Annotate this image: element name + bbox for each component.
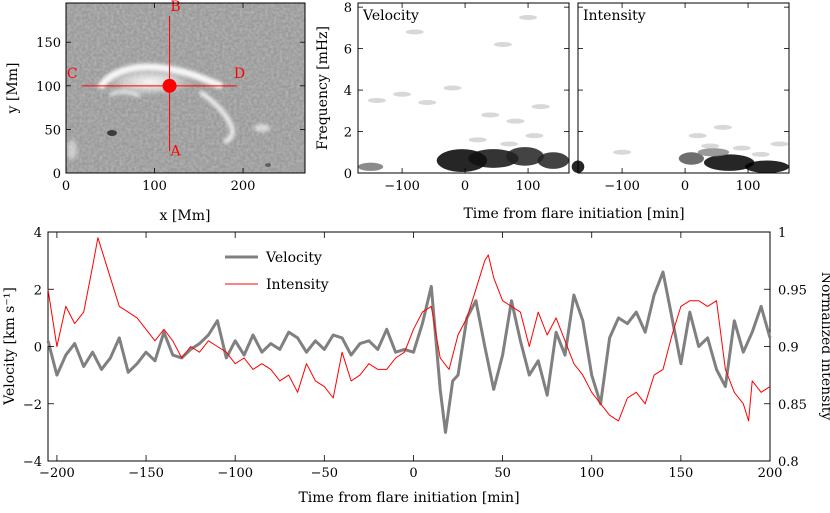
time-series-ytick-label-right: 1 — [778, 226, 786, 241]
spectrum-ytick-label: 6 — [344, 43, 352, 58]
spectrum-faint-power — [468, 137, 487, 143]
time-series-ytick-label-right: 0.8 — [778, 455, 799, 470]
spectrum-faint-power — [613, 149, 632, 155]
spectrum-power-region — [537, 152, 569, 169]
spectrum-faint-power — [732, 145, 751, 151]
spectrum-xtick-label: 100 — [736, 179, 761, 194]
map-ytick-label: 0 — [53, 167, 61, 182]
spectrum-power-region — [468, 149, 519, 168]
time-series-ytick-label-left: 2 — [34, 283, 42, 298]
spectrum-faint-power — [525, 133, 544, 139]
map-dark-spot — [107, 130, 117, 136]
time-series-xtick-label: −200 — [39, 466, 75, 481]
map-marker-dot — [162, 78, 177, 93]
spectrum-xtick-label: 0 — [461, 179, 469, 194]
legend-velocity-label: Velocity — [265, 250, 322, 266]
spectrum-power-region — [358, 162, 384, 171]
map-xtick-label: 100 — [142, 179, 167, 194]
spectrum-ytick-label: 2 — [344, 126, 352, 141]
time-series-ylabel-left: Velocity [km s⁻¹] — [2, 287, 18, 406]
time-series-xtick-label: 0 — [409, 466, 417, 481]
spectrum-faint-power — [500, 141, 519, 147]
map-ytick-label: 50 — [44, 123, 61, 138]
velocity-spectrum-panel: Velocity — [357, 2, 570, 174]
time-series-xtick-label: −100 — [217, 466, 253, 481]
time-series-ytick-label-right: 0.95 — [778, 283, 807, 298]
time-series-xtick-label: 100 — [579, 466, 604, 481]
spectrum-power-region — [703, 154, 755, 171]
spectrum-faint-power — [770, 141, 789, 147]
spectrum-faint-power — [688, 133, 707, 139]
spectrum-power-region — [697, 148, 730, 157]
spectrum-ylabel: Frequency [mHz] — [315, 26, 331, 150]
map-bright-loops — [67, 63, 270, 160]
map-ytick-label: 100 — [36, 80, 61, 95]
spectrum-power-region — [744, 160, 789, 173]
time-series-ytick-label-right: 0.9 — [778, 341, 799, 356]
time-series-xtick-label: 50 — [494, 466, 511, 481]
spectrum-xtick-label: 0 — [681, 179, 689, 194]
spectrum-power-region — [506, 147, 544, 166]
spectrum-faint-power — [506, 118, 525, 124]
map-dark-spot-2 — [265, 163, 271, 167]
spectrum-faint-power — [418, 100, 437, 106]
map-xlabel: x [Mm] — [160, 208, 211, 224]
time-series-xtick-label: 200 — [758, 466, 783, 481]
spectrum-xlabel: Time from flare initiation [min] — [463, 206, 684, 222]
spectrum-panels: Velocity Intensity −100 0 100 0 2 4 6 8 −100 0 100… — [315, 1, 790, 222]
map-point-label: C — [67, 66, 78, 82]
time-series-panel: −200 −150 −100 −50 0 50 100 150 200 −4 −2 0 2 4 0.8 0.8… — [2, 226, 830, 506]
map-point-label: A — [170, 144, 182, 160]
time-series-ytick-label-right: 0.85 — [778, 398, 807, 413]
map-xtick-label: 200 — [231, 179, 256, 194]
spectrum-ytick-label: 4 — [344, 84, 352, 99]
legend-intensity-label: Intensity — [266, 277, 329, 293]
spectrum-ytick-label: 0 — [344, 167, 352, 182]
spectrum-faint-power — [751, 151, 770, 157]
map-point-label: D — [234, 66, 245, 82]
spectrum-faint-power — [393, 91, 412, 97]
intensity-spectrum-panel: Intensity — [571, 2, 790, 174]
intensity-spectrum-label: Intensity — [583, 8, 646, 24]
time-series-ytick-label-left: −2 — [23, 398, 42, 413]
spectrum-faint-power — [713, 124, 732, 130]
spectrum-power-region — [678, 152, 704, 165]
spectrum-xtick-label: −100 — [604, 179, 640, 194]
map-ytick-label: 150 — [36, 36, 61, 51]
velocity-spectrum-label: Velocity — [362, 8, 419, 24]
velocity-series-line — [46, 270, 772, 434]
spectrum-faint-power — [519, 15, 538, 21]
time-series-xtick-label: −50 — [311, 466, 338, 481]
time-series-ylabel-right: Normalized intensity — [818, 272, 830, 421]
time-series-ytick-label-left: −4 — [23, 455, 42, 470]
time-series-xtick-label: 150 — [668, 466, 693, 481]
spectrum-xtick-label: −100 — [384, 179, 420, 194]
intensity-series-line — [47, 237, 771, 422]
time-series-xtick-label: −150 — [128, 466, 164, 481]
spectrum-faint-power — [701, 143, 720, 149]
legend: Velocity Intensity — [225, 250, 329, 293]
spectrum-xtick-label: 100 — [516, 179, 541, 194]
time-series-ytick-label-left: 4 — [34, 226, 42, 241]
time-series-ytick-label-left: 0 — [34, 341, 42, 356]
spectrum-faint-power — [367, 97, 386, 103]
time-series-xlabel: Time from flare initiation [min] — [298, 490, 519, 506]
spectrum-faint-power — [443, 85, 462, 91]
spectrum-faint-power — [531, 104, 550, 110]
map-point-label: B — [170, 0, 180, 15]
map-panel: A B C D 0 100 200 0 50 100 150 x [Mm] y [Mm] — [5, 0, 306, 224]
spectrum-ytick-label: 8 — [344, 1, 352, 16]
spectrum-faint-power — [405, 29, 424, 35]
map-ylabel: y [Mm] — [5, 63, 21, 115]
spectrum-faint-power — [481, 112, 500, 118]
spectrum-faint-power — [493, 41, 512, 47]
map-xtick-label: 0 — [62, 179, 70, 194]
